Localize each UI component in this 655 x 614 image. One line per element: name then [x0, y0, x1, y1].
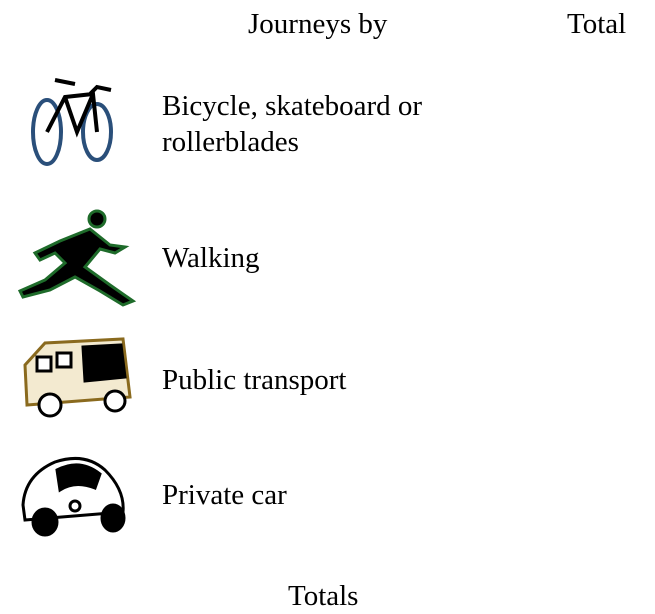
row-label: Private car [162, 479, 287, 511]
row-label: Public transport [162, 364, 347, 396]
walking-icon [17, 209, 137, 307]
row-label: Walking [162, 242, 260, 274]
row-label: Bicycle, skateboard or rollerblades [162, 90, 423, 158]
bus-icon [23, 337, 132, 418]
bicycle-icon [31, 78, 113, 166]
header-cell: Total [567, 8, 627, 40]
footer-cell: Totals [288, 580, 359, 612]
header-cell: Journeys by [248, 8, 388, 40]
car-icon [21, 456, 126, 537]
